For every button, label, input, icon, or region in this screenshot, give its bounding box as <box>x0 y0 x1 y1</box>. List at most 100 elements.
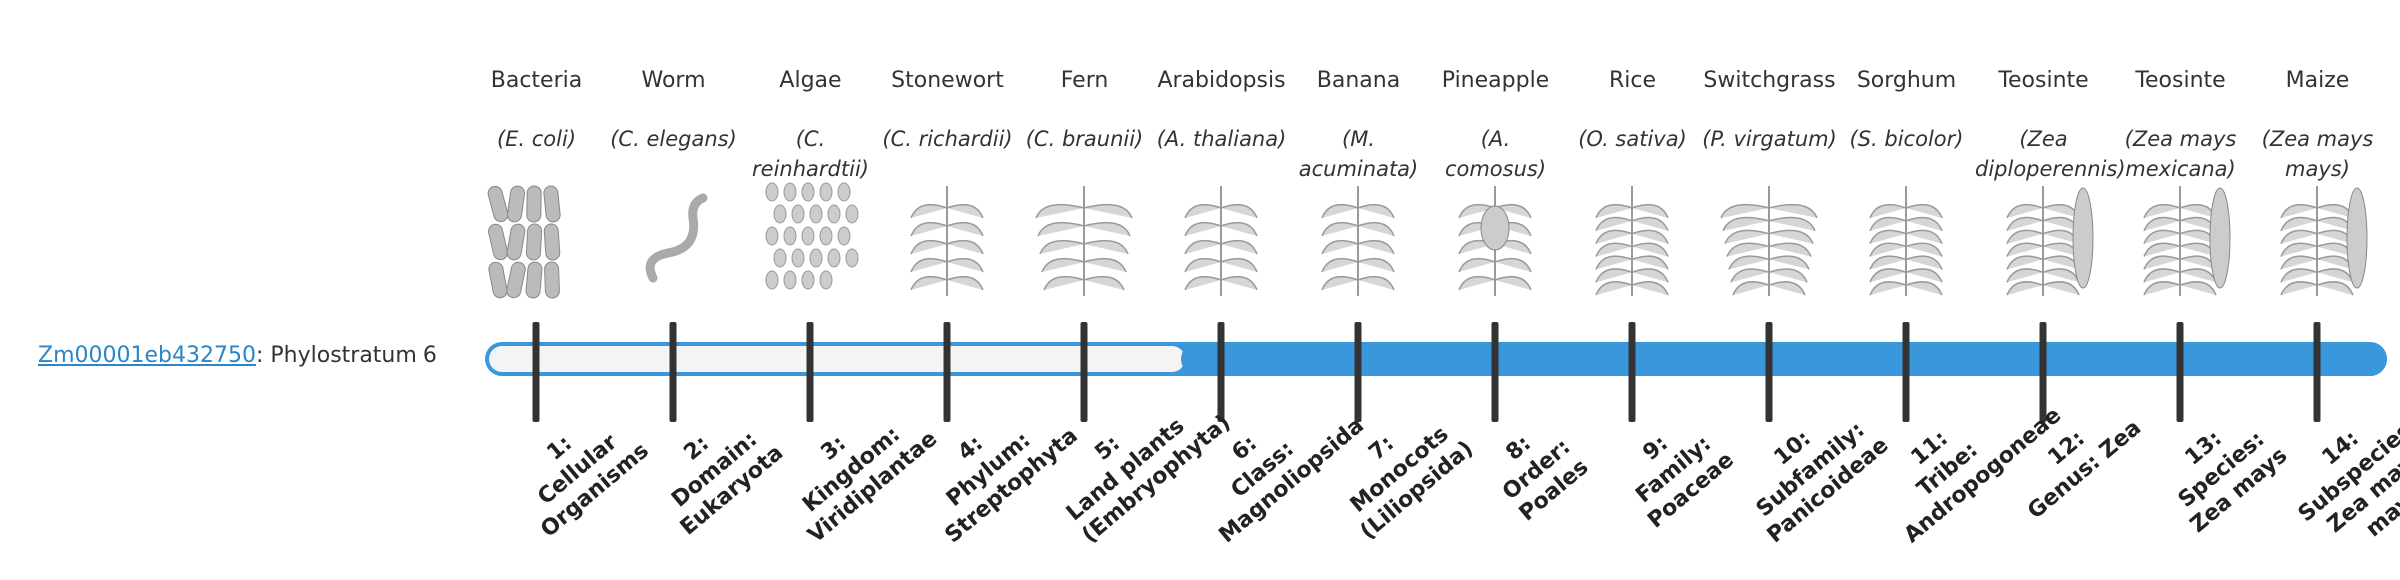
organism-name: Banana <box>1316 68 1401 93</box>
icon-part <box>845 204 859 224</box>
stratum-tick <box>943 322 951 422</box>
organism-icon <box>1869 186 1943 296</box>
bar-empty <box>489 346 1185 372</box>
icon-part <box>1869 216 1907 232</box>
species-name: (A. comosus) <box>1444 127 1547 182</box>
organism-name: Stonewort <box>891 68 1004 93</box>
species-name: (O. sativa) <box>1578 127 1687 151</box>
icon-part <box>1321 257 1359 273</box>
icon-part <box>1732 281 1770 296</box>
organism-name: Switchgrass <box>1703 68 1836 93</box>
organism-icon <box>1720 186 1818 296</box>
icon-part <box>487 185 509 223</box>
icon-part <box>2143 242 2181 257</box>
species-name: (C. braunii) <box>1025 127 1144 151</box>
icon-part <box>1631 216 1669 232</box>
icon-part <box>783 270 797 290</box>
icon-part <box>1184 257 1222 273</box>
icon-part <box>1041 257 1085 273</box>
icon-part <box>1724 229 1770 245</box>
stratum-tick <box>1354 322 1362 422</box>
stratum-tick <box>1628 322 1636 422</box>
organism-icon <box>765 182 859 290</box>
organism-name: Fern <box>1060 68 1109 93</box>
icon-part <box>1220 275 1258 291</box>
icon-part <box>2143 229 2181 245</box>
icon-part <box>765 270 779 290</box>
organism-icon <box>1595 186 1669 296</box>
icon-part <box>827 248 841 268</box>
icon-part <box>1768 255 1810 270</box>
icon-part <box>783 182 797 202</box>
icon-part <box>1035 203 1085 219</box>
icon-part <box>1631 268 1669 283</box>
icon-part <box>1494 257 1532 273</box>
icon-part <box>946 275 984 291</box>
phylostratum-value: 6 <box>422 343 437 368</box>
icon-part <box>1220 239 1258 255</box>
stratum-tick <box>1217 322 1225 422</box>
icon-part <box>1595 268 1633 283</box>
icon-part <box>1869 255 1907 270</box>
icon-part <box>1039 239 1085 255</box>
icon-part <box>1220 221 1258 237</box>
icon-part <box>946 239 984 255</box>
icon-part <box>819 226 833 246</box>
icon-part <box>1357 257 1395 273</box>
stratum-tick <box>1080 322 1088 422</box>
organism-icon <box>487 185 561 299</box>
organism-name: Teosinte <box>1998 68 2089 93</box>
organism-icon <box>2143 186 2231 296</box>
organism-name: Bacteria <box>490 68 583 93</box>
icon-part <box>526 185 542 223</box>
icon-part <box>2209 187 2231 289</box>
icon-part <box>773 248 787 268</box>
icon-part <box>645 193 708 283</box>
icon-part <box>2280 255 2318 270</box>
icon-part <box>1631 281 1669 296</box>
icon-part <box>765 226 779 246</box>
icon-part <box>1458 275 1496 291</box>
species-name: (S. bicolor) <box>1849 127 1964 151</box>
organism-name: Maize <box>2285 68 2350 93</box>
stratum-tick <box>1765 322 1773 422</box>
icon-part <box>1631 229 1669 245</box>
organism-name: Rice <box>1608 68 1657 93</box>
icon-part <box>2042 268 2080 283</box>
icon-part <box>1595 281 1633 296</box>
icon-part <box>1321 239 1359 255</box>
species-name: (Zea diploperennis) <box>1975 127 2126 182</box>
icon-part <box>1905 216 1943 232</box>
icon-part <box>2143 255 2181 270</box>
icon-part <box>2280 229 2318 245</box>
icon-part <box>1768 203 1818 219</box>
icon-part <box>1357 221 1395 237</box>
icon-part <box>1728 255 1770 270</box>
icon-part <box>2006 268 2044 283</box>
icon-part <box>1869 281 1907 296</box>
gene-link[interactable]: Zm00001eb432750 <box>38 343 256 368</box>
icon-part <box>2006 216 2044 232</box>
organism-icon <box>1035 186 1133 296</box>
species-name: (C. richardii) <box>882 127 1013 151</box>
stratum-tick <box>2176 322 2184 422</box>
icon-part <box>1905 229 1943 245</box>
icon-part <box>2006 203 2044 219</box>
icon-part <box>2280 216 2318 232</box>
icon-part <box>801 270 815 290</box>
icon-part <box>544 261 560 299</box>
icon-part <box>1768 229 1814 245</box>
icon-part <box>910 275 948 291</box>
icon-part <box>1768 281 1806 296</box>
organism-name: Worm <box>641 68 706 93</box>
stratum-tick <box>2313 322 2321 422</box>
icon-part <box>801 226 815 246</box>
organism-name: Sorghum <box>1856 68 1957 93</box>
icon-part <box>819 270 833 290</box>
icon-part <box>1631 255 1669 270</box>
icon-part <box>525 261 543 299</box>
icon-part <box>1869 203 1907 219</box>
icon-part <box>488 261 508 299</box>
stratum-tick <box>1491 322 1499 422</box>
species-name: (A. thaliana) <box>1156 127 1287 151</box>
